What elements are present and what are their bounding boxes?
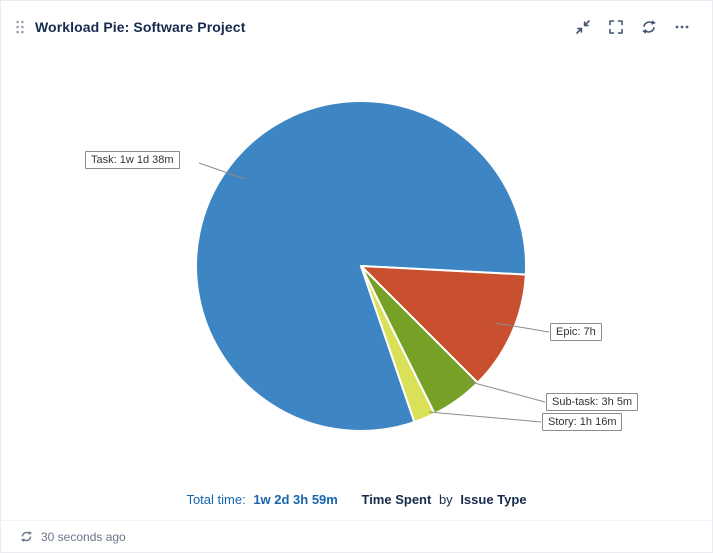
footer-refresh-icon[interactable] [17,528,35,546]
drag-handle-icon[interactable] [15,19,25,35]
callout-leader-lines [198,162,550,423]
minimize-icon[interactable] [569,13,597,41]
last-updated-text: 30 seconds ago [41,529,126,544]
measure-label: Time Spent [361,492,432,507]
total-time-value: 1w 2d 3h 59m [253,492,338,507]
gadget-title: Workload Pie: Software Project [35,19,246,35]
fullscreen-icon[interactable] [602,13,630,41]
gadget-footer: 30 seconds ago [1,520,712,552]
pie-slice-story[interactable] [360,265,436,424]
gadget-header: Workload Pie: Software Project [1,1,712,53]
pie-chart: Task: 1w 1d 38m Epic: 7h Sub-task: 3h 5m… [1,61,713,481]
dimension-label: Issue Type [460,492,527,507]
callout-label-task: Task: 1w 1d 38m [85,151,180,169]
pie-chart-canvas [195,99,550,432]
callout-label-epic: Epic: 7h [550,323,602,341]
chart-caption: Total time: 1w 2d 3h 59m Time Spent by I… [1,492,712,507]
total-time-label: Total time: [186,492,246,507]
callout-label-sub-task: Sub-task: 3h 5m [546,393,639,411]
refresh-icon[interactable] [635,13,663,41]
callout-label-story: Story: 1h 16m [542,413,623,431]
more-icon[interactable] [668,13,696,41]
by-word: by [438,492,453,507]
pie-slice-epic[interactable] [360,265,527,384]
